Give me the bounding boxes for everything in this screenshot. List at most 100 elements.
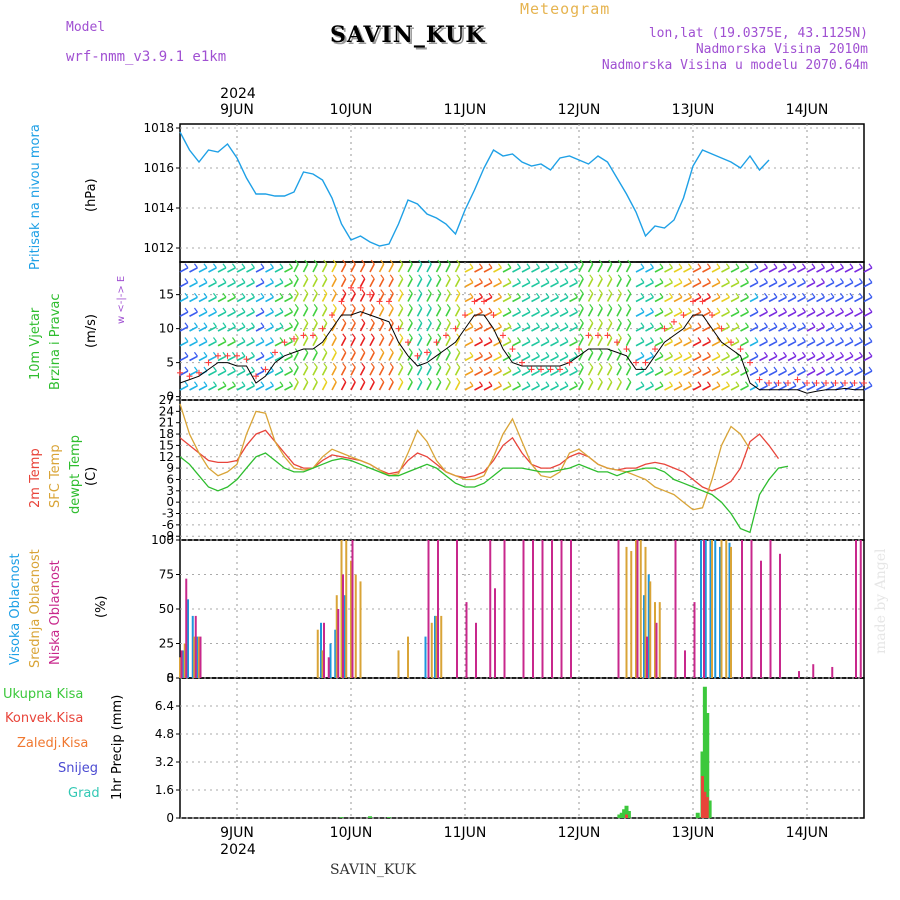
wind-barb-flag: [820, 278, 825, 283]
cloud-bar-mid: [179, 657, 181, 678]
wind-barb-flag: [735, 307, 740, 313]
wind-barb: [512, 340, 521, 347]
wind-barb-flag: [564, 366, 569, 372]
wind-barb-flag: [212, 292, 217, 298]
wind-barb: [683, 340, 692, 347]
cloud-bar-low: [342, 574, 344, 678]
wind-barb-flag: [668, 322, 673, 328]
wind-gust-marker: [177, 369, 183, 376]
cloud-bar-low: [503, 540, 506, 678]
cloud-bar-mid: [350, 560, 352, 678]
wind-barb: [179, 281, 189, 288]
panel-frame-precip: [179, 677, 865, 819]
wind-barb-flag: [279, 307, 284, 313]
wind-barb: [721, 385, 730, 391]
wind-barb: [388, 307, 394, 317]
wind-barb: [236, 340, 246, 347]
wind-barb-flag: [507, 292, 512, 298]
wind-barb: [825, 370, 835, 376]
wind-barb-flag: [279, 263, 284, 269]
wind-barb: [236, 267, 246, 273]
wind-barb-flag: [418, 348, 423, 353]
cloud-bar-low: [812, 664, 815, 678]
wind-barb-flag: [579, 318, 584, 324]
wind-gust-marker: [291, 335, 297, 342]
wind-barb-flag: [370, 289, 375, 294]
wind-barb: [806, 311, 816, 317]
wind-barb: [407, 293, 413, 302]
wind-barb-flag: [773, 322, 778, 328]
wind-barb-flag: [649, 381, 654, 387]
cloud-bar-low: [551, 540, 553, 678]
wind-barb: [863, 311, 873, 317]
wind-barb-flag: [231, 381, 236, 387]
precip-bar-total: [707, 800, 712, 818]
wind-barb: [806, 281, 816, 288]
wind-barb-flag: [399, 259, 404, 265]
wind-barb-flag: [427, 377, 432, 383]
wind-gust-marker: [215, 352, 221, 359]
wind-barb-flag: [668, 292, 673, 298]
wind-barb: [664, 267, 673, 273]
wind-barb-flag: [801, 292, 806, 298]
wind-barb-flag: [589, 274, 594, 280]
wind-barb-flag: [858, 322, 863, 328]
wind-gust-marker: [509, 346, 516, 353]
wind-barb-flag: [754, 366, 759, 372]
wind-barb-flag: [687, 263, 692, 269]
wind-barb: [730, 326, 740, 332]
wind-barb-flag: [250, 307, 255, 313]
wind-barb-flag: [706, 337, 711, 342]
temp-line-2m: [179, 429, 780, 492]
wind-barb: [616, 278, 622, 288]
wind-barb-flag: [858, 292, 863, 298]
cloud-bar-high: [191, 615, 194, 678]
precip-bar-total: [622, 809, 627, 818]
wind-barb: [721, 281, 730, 288]
cloud-bar-high: [196, 636, 199, 678]
wind-barb-flag: [203, 307, 208, 313]
temp-tick-label: 3: [166, 484, 174, 498]
wind-barb-flag: [193, 381, 198, 387]
wind-barb: [246, 311, 255, 317]
wind-barb: [454, 293, 461, 302]
wind-barb: [369, 352, 375, 361]
temp-tick-label: 12: [159, 450, 174, 464]
wind-barb-flag: [545, 337, 550, 342]
wind-barb: [635, 385, 645, 391]
wind-barb: [768, 370, 778, 376]
wind-barb: [559, 326, 569, 332]
wind-barb: [217, 385, 227, 391]
wind-barb: [426, 352, 432, 361]
wind-barb-flag: [323, 348, 328, 353]
wind-gust-marker: [604, 332, 611, 339]
wind-barb-flag: [231, 292, 236, 298]
wind-barb: [645, 296, 654, 303]
wind-barb: [302, 293, 309, 302]
panel-frame-temp: [179, 399, 865, 541]
wind-barb-flag: [323, 318, 328, 324]
wind-barb-flag: [399, 348, 404, 353]
wind-barb: [854, 267, 863, 273]
wind-barb-flag: [811, 322, 816, 328]
wind-barb: [692, 281, 702, 288]
wind-barb: [284, 296, 293, 303]
cloud-bar-mid: [644, 546, 647, 678]
wind-barb-flag: [640, 292, 645, 298]
wind-barb-flag: [868, 263, 873, 269]
wind-barb: [502, 311, 512, 317]
wind-barb: [816, 267, 825, 273]
wind-barb-flag: [288, 307, 293, 313]
wind-barb: [683, 267, 692, 273]
wind-barb-flag: [554, 351, 559, 357]
wind-barb-flag: [313, 274, 318, 280]
wind-barb: [483, 311, 493, 317]
wind-barb-flag: [313, 303, 318, 309]
wind-barb-flag: [725, 337, 730, 342]
wind-barb-flag: [427, 333, 432, 339]
wind-barb-flag: [193, 307, 198, 313]
wind-gust-marker: [376, 298, 383, 305]
wind-barb: [578, 337, 584, 347]
wind-barb-flag: [706, 263, 711, 269]
wind-barb-flag: [697, 307, 702, 313]
